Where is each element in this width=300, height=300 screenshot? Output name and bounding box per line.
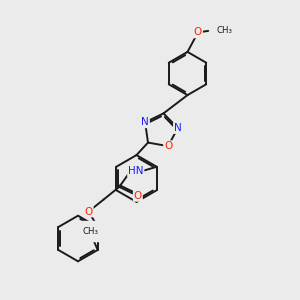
Text: O: O <box>194 27 202 38</box>
Text: CH₃: CH₃ <box>217 26 232 35</box>
Text: O: O <box>134 191 142 201</box>
Text: O: O <box>164 141 172 151</box>
Text: O: O <box>85 206 93 217</box>
Text: HN: HN <box>128 166 143 176</box>
Text: CH₃: CH₃ <box>82 226 98 236</box>
Text: N: N <box>174 123 182 133</box>
Text: N: N <box>141 117 149 127</box>
